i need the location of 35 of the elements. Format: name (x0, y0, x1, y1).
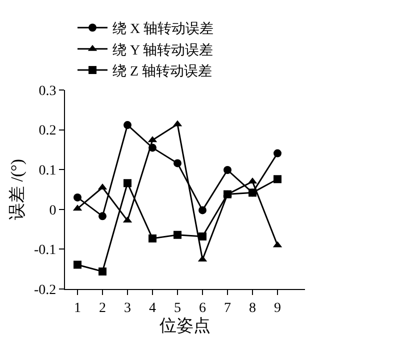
x-tick-label: 9 (274, 300, 281, 316)
x-tick-label: 7 (224, 300, 231, 316)
y-tick-label: -0.1 (34, 243, 56, 258)
point (248, 188, 256, 197)
y-tick-label: -0.2 (34, 282, 56, 298)
x-tick-label: 6 (199, 300, 206, 316)
point (274, 175, 282, 184)
x-tick-label: 4 (149, 300, 156, 316)
point (274, 149, 282, 158)
point (98, 267, 106, 276)
point (98, 212, 106, 220)
x-tick-label: 3 (124, 300, 131, 316)
y-axis-title: 误差 /(°) (8, 158, 27, 220)
x-tick-label: 2 (99, 300, 106, 316)
x-tick-label: 5 (174, 300, 181, 316)
y-tick-label: 0.3 (38, 84, 56, 99)
x-tick-label: 1 (74, 300, 81, 316)
x-tick-label: 8 (249, 300, 256, 316)
point (124, 179, 132, 188)
point (174, 230, 182, 239)
point (124, 121, 132, 130)
x-axis-title: 位姿点 (160, 316, 210, 336)
point (174, 159, 182, 168)
point (224, 166, 232, 174)
legend-label: 绕 Y 轴转动误差 (112, 42, 214, 58)
legend-label: 绕 Z 轴转动误差 (112, 63, 212, 80)
y-tick-label: 0.1 (38, 164, 56, 178)
legend-label: 绕 X 轴转动误差 (112, 21, 214, 38)
point (198, 206, 206, 214)
point (74, 260, 82, 269)
point (74, 193, 82, 202)
point (198, 232, 206, 240)
y-tick-label: 0.2 (38, 124, 56, 139)
y-tick-label: 0 (49, 203, 56, 218)
point (148, 234, 156, 242)
